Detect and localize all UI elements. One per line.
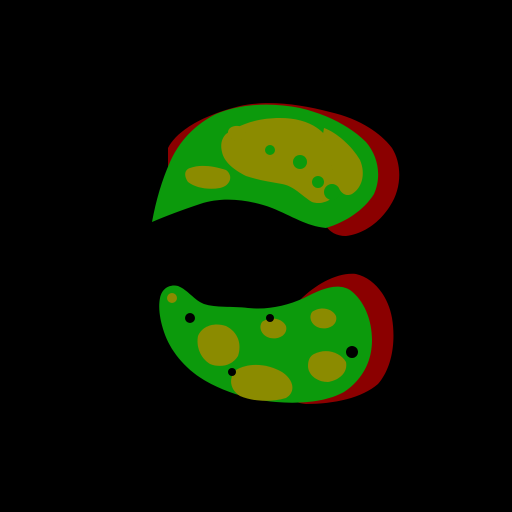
bottom-lobe-hole <box>185 313 195 323</box>
bottom-lobe-hole <box>228 368 236 376</box>
top-lobe <box>152 103 399 236</box>
bottom-lobe-hole <box>346 346 358 358</box>
top-lobe-speck <box>265 145 275 155</box>
top-lobe-speck <box>312 176 324 188</box>
bottom-lobe-hole <box>266 314 274 322</box>
top-lobe-speck <box>324 184 340 200</box>
top-lobe-speck <box>293 155 307 169</box>
bottom-lobe-core-dot <box>167 293 177 303</box>
bottom-lobe <box>159 274 393 404</box>
